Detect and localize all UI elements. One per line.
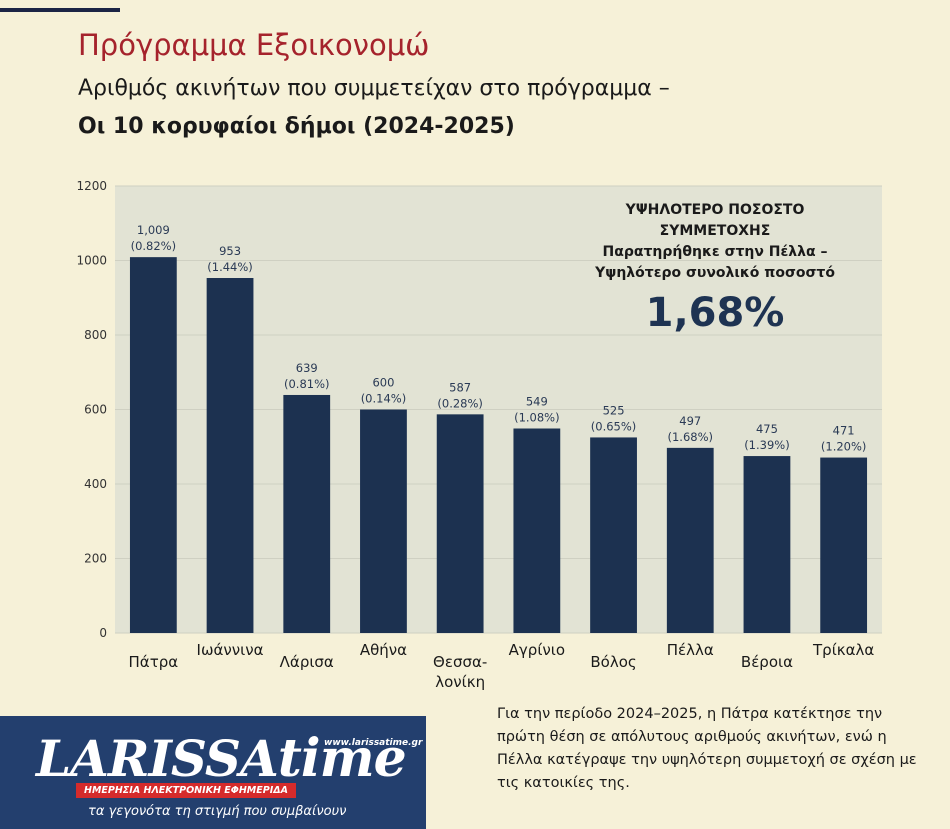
data-label-percent: (0.81%) (284, 377, 330, 391)
data-label-percent: (0.14%) (361, 392, 407, 406)
callout-line3: Παρατηρήθηκε στην Πέλλα – (602, 244, 828, 260)
larissatime-logo[interactable]: LARISSAtime www.larissatime.gr ΗΜΕΡΗΣΙΑ … (0, 716, 426, 829)
page-title: Πρόγραμμα Εξοικονομώ (78, 28, 430, 62)
data-label-percent: (1.08%) (514, 410, 560, 424)
x-tick-label: λονίκη (435, 673, 485, 691)
logo-brand-right: time (277, 728, 407, 789)
y-tick-label: 1200 (76, 179, 107, 193)
callout-box: ΥΨΗΛΟΤΕΡΟ ΠΟΣΟΣΤΟ ΣΥΜΜΕΤΟΧΗΣ Παρατηρήθηκ… (560, 200, 870, 340)
data-label-value: 475 (756, 422, 778, 436)
x-tick-label: Πάτρα (129, 653, 179, 671)
data-label-value: 497 (679, 414, 701, 428)
bar (513, 428, 561, 633)
data-label-value: 549 (526, 394, 548, 408)
y-tick-label: 400 (84, 477, 107, 491)
x-tick-label: Λάρισα (280, 653, 334, 671)
logo-wordmark: LARISSAtime (36, 728, 407, 789)
top-rule (0, 8, 120, 12)
bar (666, 447, 714, 633)
bar (436, 414, 484, 633)
x-tick-label: Αθήνα (360, 641, 407, 659)
x-tick-label: Βόλος (590, 653, 636, 671)
logo-tagline: ΗΜΕΡΗΣΙΑ ΗΛΕΚΤΡΟΝΙΚΗ ΕΦΗΜΕΡΙΔΑ (76, 783, 296, 798)
x-tick-label: Ιωάννινα (197, 641, 264, 659)
bar-chart: 0 200 400 600 800 1000 1200 1,009 (0.82%) Πάτρα 95… (76, 179, 882, 691)
callout-line2: ΣΥΜΜΕΤΟΧΗΣ (659, 223, 771, 239)
callout-line1: ΥΨΗΛΟΤΕΡΟ ΠΟΣΟΣΤΟ (625, 202, 805, 218)
data-label-percent: (1.20%) (821, 440, 867, 454)
bar (743, 456, 791, 633)
callout-highlight-percent: 1,68% (645, 290, 785, 336)
footnote-text: Για την περίοδο 2024–2025, η Πάτρα κατέκ… (497, 706, 917, 791)
y-tick-label: 600 (84, 403, 107, 417)
chart-subtitle-line2: Οι 10 κορυφαίοι δήμοι (2024-2025) (78, 114, 515, 139)
data-label-value: 953 (219, 244, 241, 258)
data-label-percent: (0.28%) (437, 396, 483, 410)
bar (820, 457, 868, 633)
chart-subtitle-line1: Αριθμός ακινήτων που συμμετείχαν στο πρό… (78, 76, 670, 101)
bar (360, 409, 407, 633)
bar (283, 394, 331, 633)
data-label-value: 600 (372, 376, 394, 390)
bar (129, 257, 177, 633)
y-tick-label: 200 (84, 552, 107, 566)
data-label-value: 525 (603, 403, 625, 417)
data-label-value: 471 (833, 424, 855, 438)
data-label-percent: (1.44%) (207, 260, 253, 274)
x-tick-label: Τρίκαλα (812, 641, 874, 659)
data-label-value: 639 (296, 361, 318, 375)
logo-url: www.larissatime.gr (324, 738, 423, 748)
bar (206, 278, 254, 633)
logo-slogan: τα γεγονότα τη στιγμή που συμβαίνουν (88, 804, 347, 819)
data-label-percent: (0.65%) (591, 419, 637, 433)
logo-brand-left: LARISSA (36, 729, 279, 788)
callout-line4: Υψηλότερο συνολικό ποσοστό (595, 265, 835, 281)
y-tick-label: 0 (99, 626, 107, 640)
x-tick-label: Αγρίνιο (509, 641, 565, 659)
y-tick-label: 800 (84, 328, 107, 342)
data-label-value: 1,009 (137, 223, 170, 237)
data-label-value: 587 (449, 380, 471, 394)
x-tick-label: Βέροια (741, 653, 793, 671)
y-tick-label: 1000 (76, 254, 107, 268)
x-tick-label: Θεσσα- (433, 653, 487, 671)
data-label-percent: (1.39%) (744, 438, 790, 452)
bar (590, 437, 637, 633)
x-tick-label: Πέλλα (667, 641, 714, 659)
data-label-percent: (0.82%) (131, 239, 177, 253)
data-label-percent: (1.68%) (667, 430, 713, 444)
